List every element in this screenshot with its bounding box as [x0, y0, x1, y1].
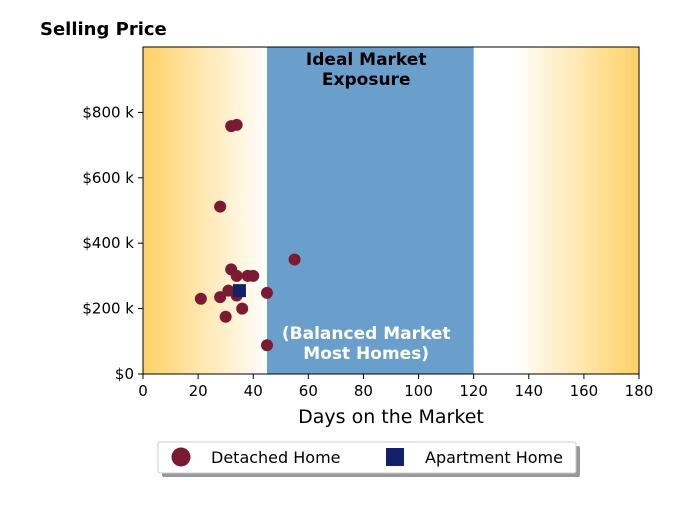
x-tick-label-180: 180 — [625, 382, 654, 400]
legend-label-detached: Detached Home — [211, 448, 341, 467]
detached-home-point-7 — [230, 118, 243, 131]
annotation-0-line-1: Exposure — [322, 70, 411, 90]
annotation-1-line-1: Most Homes) — [303, 344, 429, 364]
annotation-1-line-0: (Balanced Market — [282, 324, 451, 344]
detached-home-point-1 — [214, 291, 227, 304]
y-tick-label-800: $800 k — [82, 103, 134, 121]
detached-home-point-10 — [236, 302, 249, 315]
detached-home-point-13 — [261, 286, 273, 299]
x-tick-label-20: 20 — [189, 382, 208, 400]
data-points — [194, 118, 301, 352]
x-axis-title: Days on the Market — [298, 406, 484, 428]
annotation-0-line-0: Ideal Market — [306, 50, 427, 70]
detached-home-point-8 — [230, 269, 243, 282]
x-tick-label-0: 0 — [138, 382, 148, 400]
detached-home-point-3 — [219, 310, 232, 323]
chart-title: Selling Price — [40, 19, 167, 40]
plot-frame — [142, 46, 640, 375]
legend-marker-detached — [171, 447, 191, 467]
y-tick-label-600: $600 k — [82, 169, 134, 187]
legend: Detached Home Apartment Home — [157, 441, 580, 477]
detached-home-point-14 — [261, 339, 273, 352]
legend-label-apartment: Apartment Home — [425, 448, 563, 467]
y-tick-label-200: $200 k — [82, 300, 134, 318]
detached-home-point-0 — [194, 292, 207, 305]
legend-marker-apartment — [386, 448, 404, 466]
x-tick-label-100: 100 — [404, 382, 433, 400]
legend-box — [157, 441, 577, 474]
x-tick-label-80: 80 — [354, 382, 373, 400]
x-tick-label-60: 60 — [299, 382, 318, 400]
x-axis: 0 20 40 60 80 100 120 140 160 180 — [138, 374, 653, 400]
shaded-region-0 — [267, 47, 474, 374]
x-tick-label-140: 140 — [514, 382, 543, 400]
detached-home-point-12 — [247, 269, 260, 282]
y-axis: $0 $200 k $400 k $600 k $800 k — [82, 103, 143, 383]
detached-home-point-2 — [214, 200, 227, 213]
shaded-regions — [267, 47, 474, 374]
x-tick-label-40: 40 — [244, 382, 263, 400]
y-tick-label-0: $0 — [115, 365, 134, 383]
detached-home-point-15 — [288, 253, 301, 266]
x-tick-label-120: 120 — [459, 382, 488, 400]
x-tick-label-160: 160 — [570, 382, 599, 400]
y-tick-label-400: $400 k — [82, 234, 134, 252]
apartment-home-point-0 — [232, 284, 246, 298]
